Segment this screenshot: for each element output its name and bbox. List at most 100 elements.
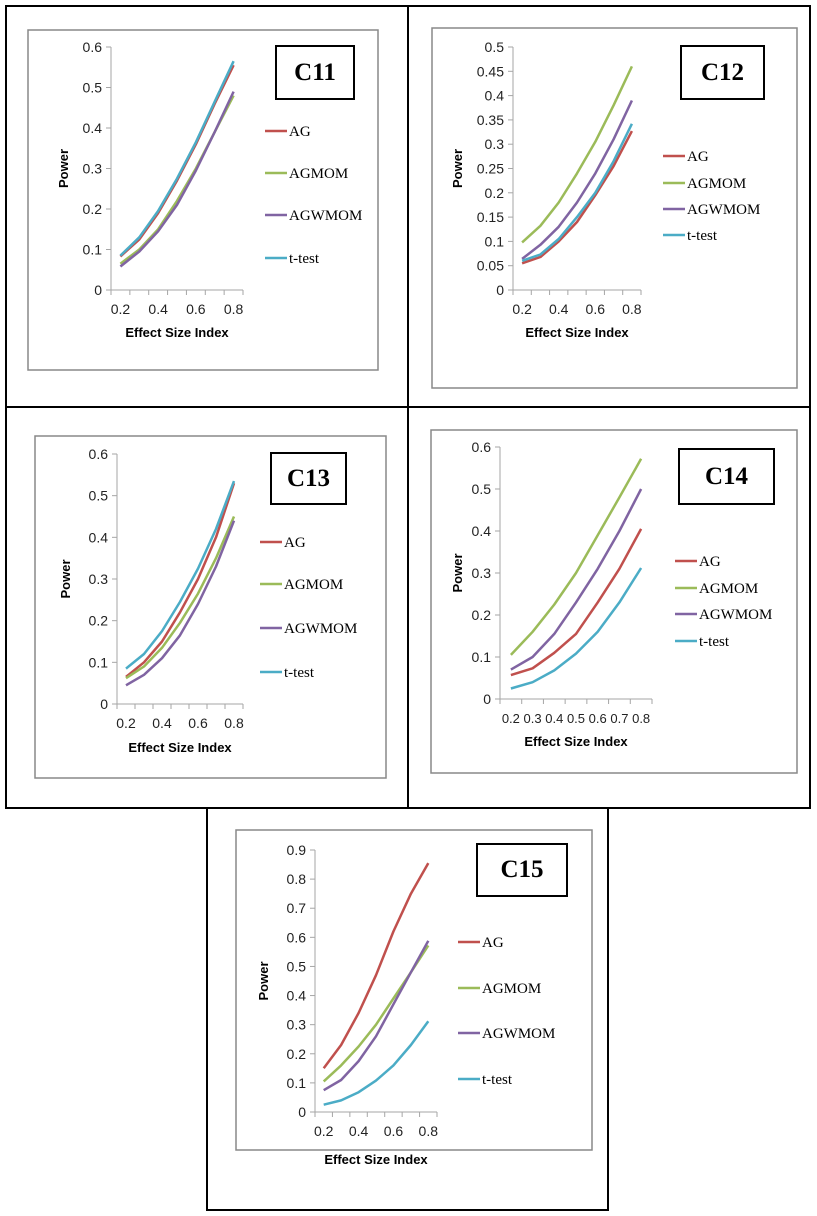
y-tick-label: 0.3 xyxy=(89,571,109,587)
chart-title-c12: C12 xyxy=(680,45,765,100)
series-line-t-test xyxy=(510,567,643,690)
legend-label: AGMOM xyxy=(687,176,746,192)
legend-label: AGMOM xyxy=(289,166,348,182)
series-line-ag xyxy=(510,528,643,677)
series-line-agwmom xyxy=(521,99,634,260)
legend-label: AG xyxy=(284,535,306,551)
y-tick-label: 0.2 xyxy=(472,607,492,623)
y-tick-label: 0.2 xyxy=(485,185,505,201)
series-line-agmom xyxy=(125,516,236,680)
y-tick-label: 0.4 xyxy=(287,988,307,1004)
y-tick-label: 0 xyxy=(496,282,504,298)
y-tick-label: 0.5 xyxy=(472,481,492,497)
legend-label: AGMOM xyxy=(699,581,758,597)
series-line-t-test xyxy=(521,123,634,262)
series-line-t-test xyxy=(119,60,235,257)
x-tick-label: 0.2 xyxy=(512,301,532,317)
series-line-agmom xyxy=(509,458,643,656)
y-tick-label: 0.4 xyxy=(472,523,492,539)
x-tick-label: 0.4 xyxy=(152,715,172,731)
legend-label: AG xyxy=(699,554,721,570)
legend-label: AGMOM xyxy=(284,577,343,593)
legend-label: AG xyxy=(482,935,504,951)
x-tick-label: 0.6 xyxy=(589,711,607,726)
y-tick-label: 0.1 xyxy=(83,242,103,258)
y-tick-label: 0.05 xyxy=(477,258,504,274)
y-tick-label: 0.45 xyxy=(477,63,504,79)
legend-label: t-test xyxy=(289,251,320,267)
series-line-ag xyxy=(521,130,634,265)
y-tick-label: 0.4 xyxy=(89,529,109,545)
x-tick-label: 0.8 xyxy=(622,301,642,317)
y-tick-label: 0 xyxy=(298,1104,306,1120)
x-axis-title: Effect Size Index xyxy=(525,325,629,340)
legend-label: t-test xyxy=(699,634,730,650)
x-tick-label: 0.4 xyxy=(349,1123,369,1139)
y-tick-label: 0.6 xyxy=(472,439,492,455)
chart-title-c13: C13 xyxy=(270,452,347,505)
series-line-agwmom xyxy=(323,940,430,1092)
legend-label: AGWMOM xyxy=(687,202,760,218)
x-axis-title: Effect Size Index xyxy=(128,740,232,755)
x-tick-label: 0.2 xyxy=(116,715,136,731)
x-tick-label: 0.2 xyxy=(314,1123,334,1139)
series-line-agwmom xyxy=(510,488,643,671)
series-line-agmom xyxy=(521,65,634,244)
x-tick-label: 0.4 xyxy=(545,711,563,726)
y-axis-title: Power xyxy=(256,961,271,1000)
y-tick-label: 0.9 xyxy=(287,842,307,858)
x-axis-title: Effect Size Index xyxy=(324,1152,428,1167)
y-tick-label: 0.3 xyxy=(287,1017,307,1033)
y-tick-label: 0.3 xyxy=(472,565,492,581)
legend-label: AGWMOM xyxy=(284,621,357,637)
y-tick-label: 0.3 xyxy=(83,161,103,177)
y-tick-label: 0.5 xyxy=(89,488,109,504)
x-tick-label: 0.2 xyxy=(111,301,131,317)
chart-title-c15: C15 xyxy=(476,843,568,897)
x-tick-label: 0.2 xyxy=(502,711,520,726)
x-tick-label: 0.6 xyxy=(586,301,606,317)
x-tick-label: 0.4 xyxy=(549,301,569,317)
legend-label: AG xyxy=(289,124,311,140)
y-tick-label: 0.6 xyxy=(287,929,307,945)
series-line-agwmom xyxy=(125,520,236,687)
panel-c14 xyxy=(407,406,811,809)
series-line-t-test xyxy=(323,1020,430,1106)
y-tick-label: 0.25 xyxy=(477,161,504,177)
legend-label: AG xyxy=(687,149,709,165)
x-tick-label: 0.8 xyxy=(224,301,244,317)
y-tick-label: 0.8 xyxy=(287,871,307,887)
legend-label: AGMOM xyxy=(482,981,541,997)
legend-label: AGWMOM xyxy=(289,208,362,224)
y-tick-label: 0.1 xyxy=(472,649,492,665)
x-tick-label: 0.3 xyxy=(524,711,542,726)
series-line-agwmom xyxy=(119,91,235,268)
y-tick-label: 0.5 xyxy=(485,39,505,55)
chart-title-c11: C11 xyxy=(275,45,355,100)
x-tick-label: 0.8 xyxy=(224,715,244,731)
x-tick-label: 0.7 xyxy=(610,711,628,726)
y-axis-title: Power xyxy=(450,149,465,188)
y-axis-title: Power xyxy=(450,553,465,592)
series-line-ag xyxy=(125,482,236,678)
y-tick-label: 0.6 xyxy=(89,446,109,462)
y-tick-label: 0.15 xyxy=(477,209,504,225)
y-tick-label: 0.5 xyxy=(83,80,103,96)
x-tick-label: 0.6 xyxy=(384,1123,404,1139)
legend-label: AGWMOM xyxy=(699,607,772,623)
y-tick-label: 0.1 xyxy=(89,654,109,670)
x-tick-label: 0.4 xyxy=(148,301,168,317)
y-tick-label: 0.4 xyxy=(83,120,103,136)
panel-c15 xyxy=(206,807,609,1211)
y-tick-label: 0.35 xyxy=(477,112,504,128)
y-axis-title: Power xyxy=(58,559,73,598)
series-line-t-test xyxy=(125,480,236,670)
chart-title-c14: C14 xyxy=(678,448,775,505)
y-tick-label: 0.5 xyxy=(287,958,307,974)
y-tick-label: 0.7 xyxy=(287,900,307,916)
y-tick-label: 0.2 xyxy=(89,613,109,629)
legend-label: t-test xyxy=(284,665,315,681)
legend-label: AGWMOM xyxy=(482,1026,555,1042)
y-tick-label: 0 xyxy=(94,282,102,298)
